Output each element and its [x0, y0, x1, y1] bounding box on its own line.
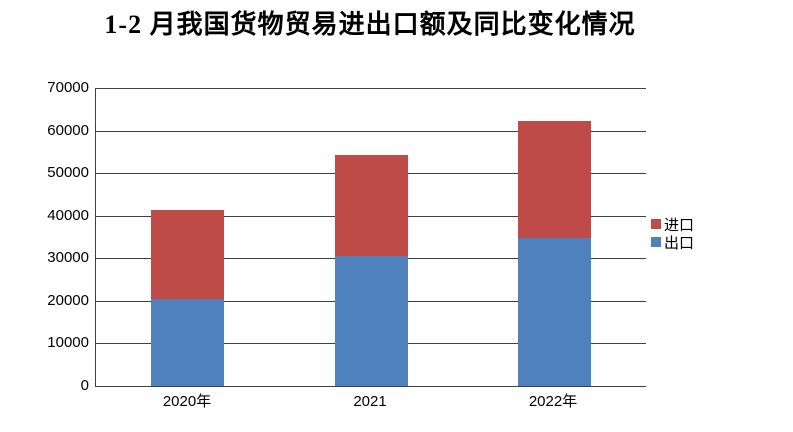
x-axis-label: 2022年 [528, 393, 578, 410]
x-axis-label: 2020年 [162, 393, 212, 410]
export-color-swatch [651, 237, 661, 247]
legend-label-import: 进口 [664, 216, 695, 234]
import-color-swatch [651, 219, 661, 229]
legend-item-import: 进口 [651, 215, 695, 234]
bar-export-2022 [518, 238, 591, 386]
y-axis-label: 40000 [47, 207, 89, 224]
bar-export-2021 [335, 256, 408, 386]
bar-import-2020 [151, 210, 224, 299]
plot-area [95, 88, 646, 387]
y-axis-label: 70000 [47, 79, 89, 96]
y-axis-label: 50000 [47, 164, 89, 181]
y-axis-label: 10000 [47, 334, 89, 351]
y-axis-label: 30000 [47, 249, 89, 266]
gridline [96, 131, 646, 132]
y-axis-label: 0 [80, 377, 89, 394]
legend: 进口 出口 [651, 215, 695, 252]
bar-export-2020 [151, 299, 224, 386]
y-axis-label: 60000 [47, 122, 89, 139]
y-axis-label: 20000 [47, 292, 89, 309]
bar-import-2021 [335, 155, 408, 256]
legend-item-export: 出口 [651, 233, 695, 252]
bar-import-2022 [518, 121, 591, 238]
legend-label-export: 出口 [664, 234, 695, 252]
chart-title: 1-2 月我国货物贸易进出口额及同比变化情况 [104, 10, 636, 39]
gridline [96, 88, 646, 89]
x-axis-label: 2021 [353, 393, 387, 410]
